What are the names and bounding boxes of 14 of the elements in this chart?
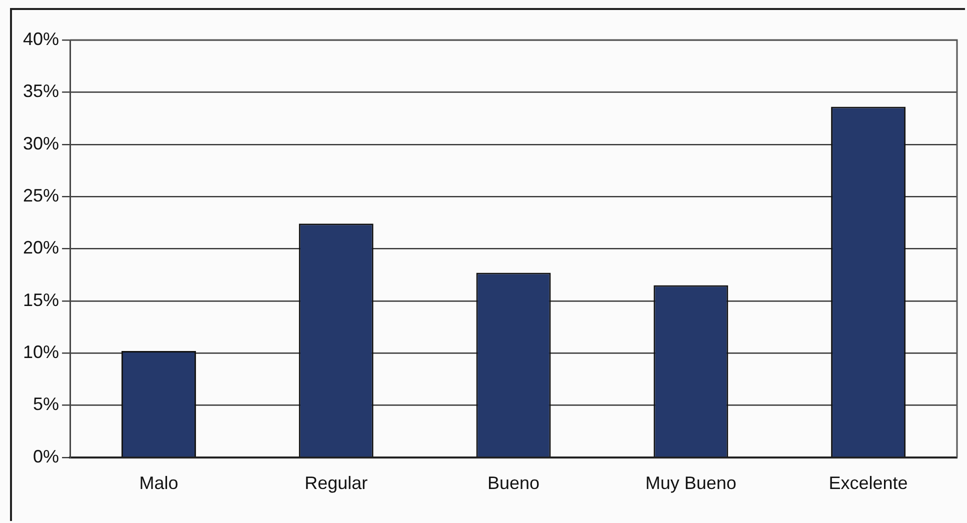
x-tick-label: Muy Bueno: [645, 473, 736, 494]
y-tick-label: 15%: [22, 290, 60, 310]
y-tick-label: 10%: [22, 342, 60, 362]
x-tick-label: Malo: [139, 473, 178, 494]
y-tick-label: 25%: [22, 185, 60, 206]
y-tick-label: 0%: [33, 446, 60, 466]
x-tick-label: Bueno: [487, 473, 540, 494]
y-tick-label: 35%: [22, 81, 60, 102]
x-tick-label: Excelente: [828, 473, 908, 494]
y-tick-label: 40%: [22, 28, 60, 49]
x-tick-label: Regular: [304, 473, 368, 494]
y-tick-label: 20%: [22, 238, 60, 258]
y-tick-label: 30%: [22, 133, 60, 154]
y-tick-label: 5%: [33, 394, 60, 414]
